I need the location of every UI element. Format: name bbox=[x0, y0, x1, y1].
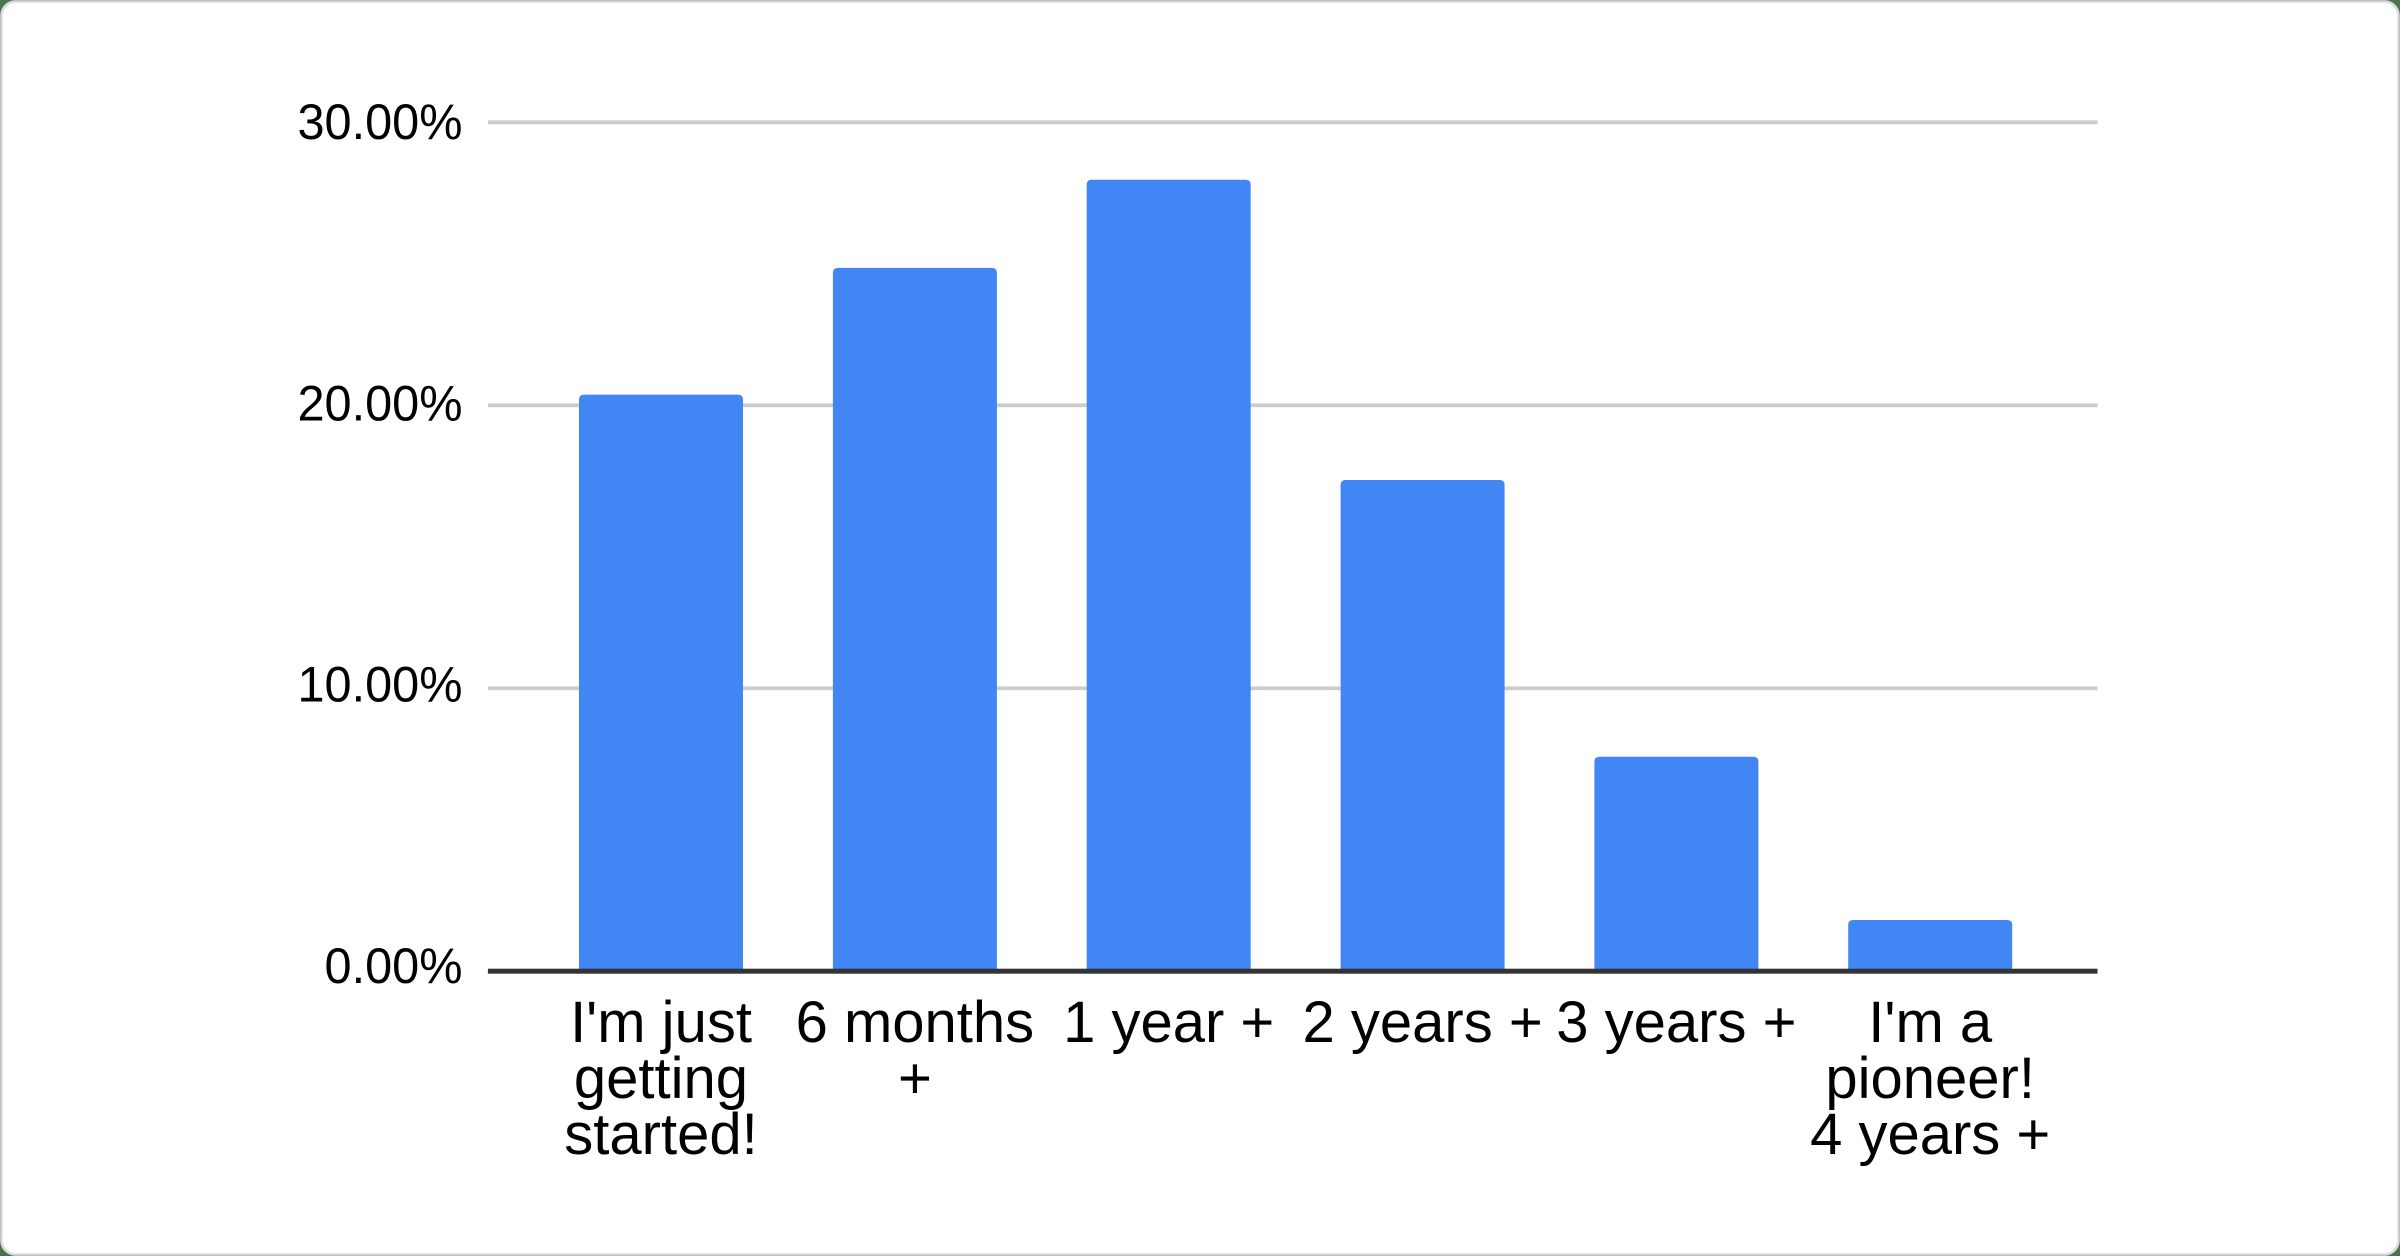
svg-text:pioneer!: pioneer! bbox=[1825, 1046, 2035, 1111]
svg-text:0.00%: 0.00% bbox=[325, 938, 463, 994]
svg-text:getting: getting bbox=[574, 1046, 748, 1111]
svg-text:10.00%: 10.00% bbox=[298, 657, 463, 713]
svg-text:started!: started! bbox=[564, 1102, 757, 1167]
svg-text:+: + bbox=[898, 1046, 932, 1111]
svg-text:20.00%: 20.00% bbox=[298, 375, 463, 431]
svg-text:1 year +: 1 year + bbox=[1063, 990, 1274, 1055]
svg-text:I'm a: I'm a bbox=[1868, 990, 1993, 1055]
svg-text:30.00%: 30.00% bbox=[298, 94, 463, 150]
svg-text:3 years +: 3 years + bbox=[1556, 990, 1796, 1055]
svg-text:4 years +: 4 years + bbox=[1810, 1102, 2050, 1167]
svg-text:I'm just: I'm just bbox=[570, 990, 752, 1055]
svg-text:2 years +: 2 years + bbox=[1303, 990, 1543, 1055]
svg-text:6 months: 6 months bbox=[796, 990, 1035, 1055]
